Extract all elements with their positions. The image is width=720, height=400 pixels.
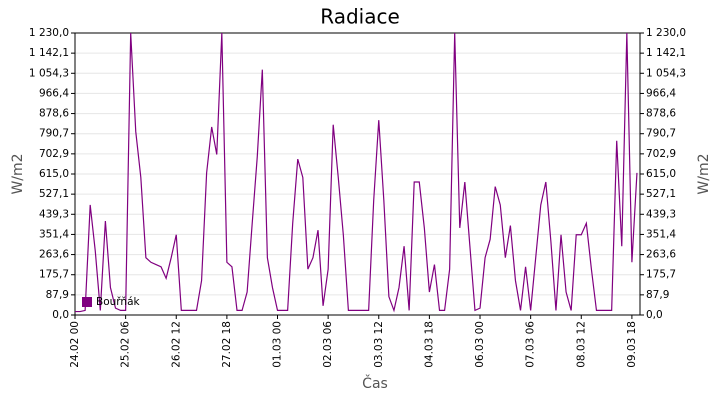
y-tick-label: 351,4 bbox=[39, 228, 69, 240]
y2-tick-label: 527,1 bbox=[646, 188, 676, 200]
x-tick-label: 01.03 00 bbox=[272, 321, 284, 368]
y2-tick-label: 0,0 bbox=[646, 309, 663, 321]
x-tick-label: 09.03 18 bbox=[626, 321, 638, 368]
x-tick-label: 03.03 12 bbox=[373, 321, 385, 368]
x-axis-label: Čas bbox=[362, 374, 388, 392]
plot-frame bbox=[74, 32, 641, 316]
y2-tick-label: 439,3 bbox=[646, 208, 676, 220]
y2-tick-label: 351,4 bbox=[646, 228, 676, 240]
y-tick-label: 1 054,3 bbox=[29, 67, 69, 79]
y2-tick-label: 790,7 bbox=[646, 128, 676, 140]
y-tick-label: 1 230,0 bbox=[29, 27, 69, 39]
y-tick-label: 87,9 bbox=[46, 289, 69, 301]
y2-tick-label: 702,9 bbox=[646, 148, 676, 160]
y-tick-label: 0,0 bbox=[52, 309, 69, 321]
y-tick-label: 1 142,1 bbox=[29, 47, 69, 59]
y2-tick-label: 615,0 bbox=[646, 168, 676, 180]
y-tick-label: 527,1 bbox=[39, 188, 69, 200]
y2-tick-label: 1 054,3 bbox=[646, 67, 686, 79]
x-tick-label: 02.03 06 bbox=[322, 321, 334, 368]
legend-label: Bouřňák bbox=[96, 296, 141, 308]
y-tick-label: 966,4 bbox=[39, 87, 69, 99]
y2-tick-label: 1 230,0 bbox=[646, 27, 686, 39]
x-tick-label: 24.02 00 bbox=[69, 321, 81, 368]
y-tick-label: 702,9 bbox=[39, 148, 69, 160]
legend-swatch bbox=[82, 297, 92, 307]
y-axis-label: W/m2 bbox=[10, 153, 26, 194]
x-tick-label: 08.03 12 bbox=[575, 321, 587, 368]
y2-tick-label: 1 142,1 bbox=[646, 47, 686, 59]
series-line bbox=[75, 32, 638, 313]
x-tick-label: 07.03 06 bbox=[525, 321, 537, 368]
x-tick-label: 26.02 12 bbox=[170, 321, 182, 368]
y-tick-label: 790,7 bbox=[39, 128, 69, 140]
y-tick-label: 439,3 bbox=[39, 208, 69, 220]
x-tick-label: 25.02 06 bbox=[120, 321, 132, 368]
x-tick-label: 04.03 18 bbox=[423, 321, 435, 368]
y-tick-label: 878,6 bbox=[39, 108, 69, 120]
y2-tick-label: 878,6 bbox=[646, 108, 676, 120]
y2-tick-label: 87,9 bbox=[646, 289, 669, 301]
y2-axis-label: W/m2 bbox=[696, 153, 712, 194]
x-tick-label: 27.02 18 bbox=[221, 321, 233, 368]
y-tick-label: 263,6 bbox=[39, 249, 69, 261]
x-tick-label: 06.03 00 bbox=[474, 321, 486, 368]
y2-tick-label: 175,7 bbox=[646, 269, 676, 281]
chart-title: Radiace bbox=[320, 5, 400, 29]
y2-tick-label: 966,4 bbox=[646, 87, 676, 99]
y2-tick-label: 263,6 bbox=[646, 249, 676, 261]
y-tick-label: 175,7 bbox=[39, 269, 69, 281]
y-tick-label: 615,0 bbox=[39, 168, 69, 180]
